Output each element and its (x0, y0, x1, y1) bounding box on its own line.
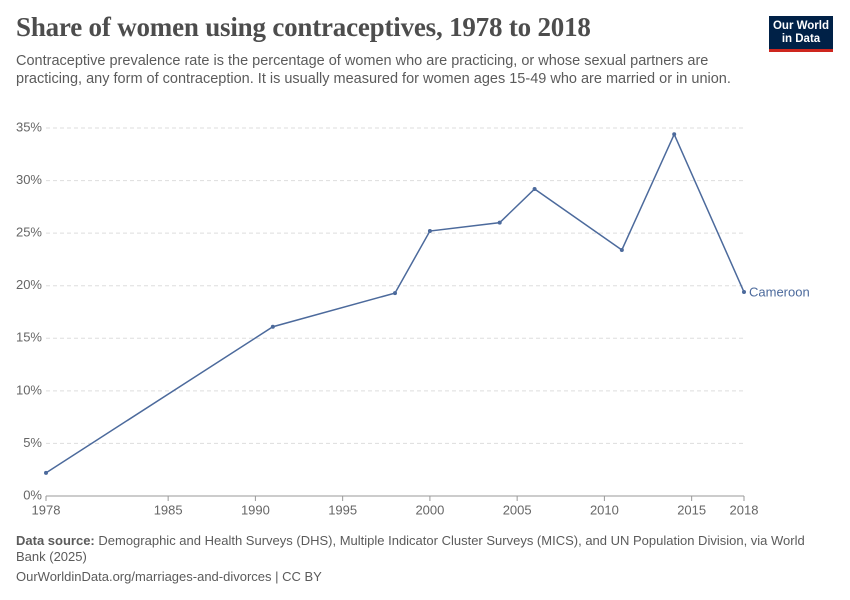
x-tick-label: 2018 (730, 502, 759, 517)
source-text: Demographic and Health Surveys (DHS), Mu… (16, 533, 805, 564)
x-tick-label: 1985 (154, 502, 183, 517)
x-tick-label: 1978 (32, 502, 61, 517)
y-tick-label: 20% (16, 277, 42, 292)
data-point (44, 470, 48, 475)
y-tick-label: 30% (16, 172, 42, 187)
source-label: Data source: (16, 533, 95, 548)
data-point (742, 290, 746, 295)
x-tick-label: 2005 (503, 502, 532, 517)
y-tick-label: 35% (16, 119, 42, 134)
data-point (532, 186, 537, 191)
data-point (497, 220, 502, 225)
series-label: Cameroon (749, 284, 810, 299)
data-point (393, 291, 397, 296)
logo[interactable]: Our World in Data (769, 16, 833, 52)
source: Data source: Demographic and Health Surv… (16, 533, 806, 565)
logo-line: in Data (781, 33, 821, 45)
x-tick-label: 1990 (241, 502, 270, 517)
x-tick-label: 1995 (328, 502, 357, 517)
data-point (672, 132, 677, 137)
y-tick-label: 25% (16, 225, 42, 240)
x-tick-label: 2015 (677, 502, 706, 517)
chart-subtitle: Contraceptive prevalence rate is the per… (16, 53, 731, 87)
x-tick-label: 2000 (415, 502, 444, 517)
data-point (270, 324, 275, 329)
data-point (619, 247, 624, 252)
logo-line: Our World (772, 20, 829, 32)
y-tick-label: 10% (16, 382, 42, 397)
chart-title: Share of women using contraceptives, 197… (16, 12, 591, 42)
y-tick-label: 15% (16, 330, 42, 345)
x-tick-label: 2010 (590, 502, 619, 517)
y-tick-label: 0% (23, 487, 42, 502)
series-line (45, 132, 745, 474)
y-tick-label: 5% (23, 435, 42, 450)
footer[interactable]: OurWorldinData.org/marriages-and-divorce… (16, 569, 322, 584)
data-point (427, 229, 432, 234)
